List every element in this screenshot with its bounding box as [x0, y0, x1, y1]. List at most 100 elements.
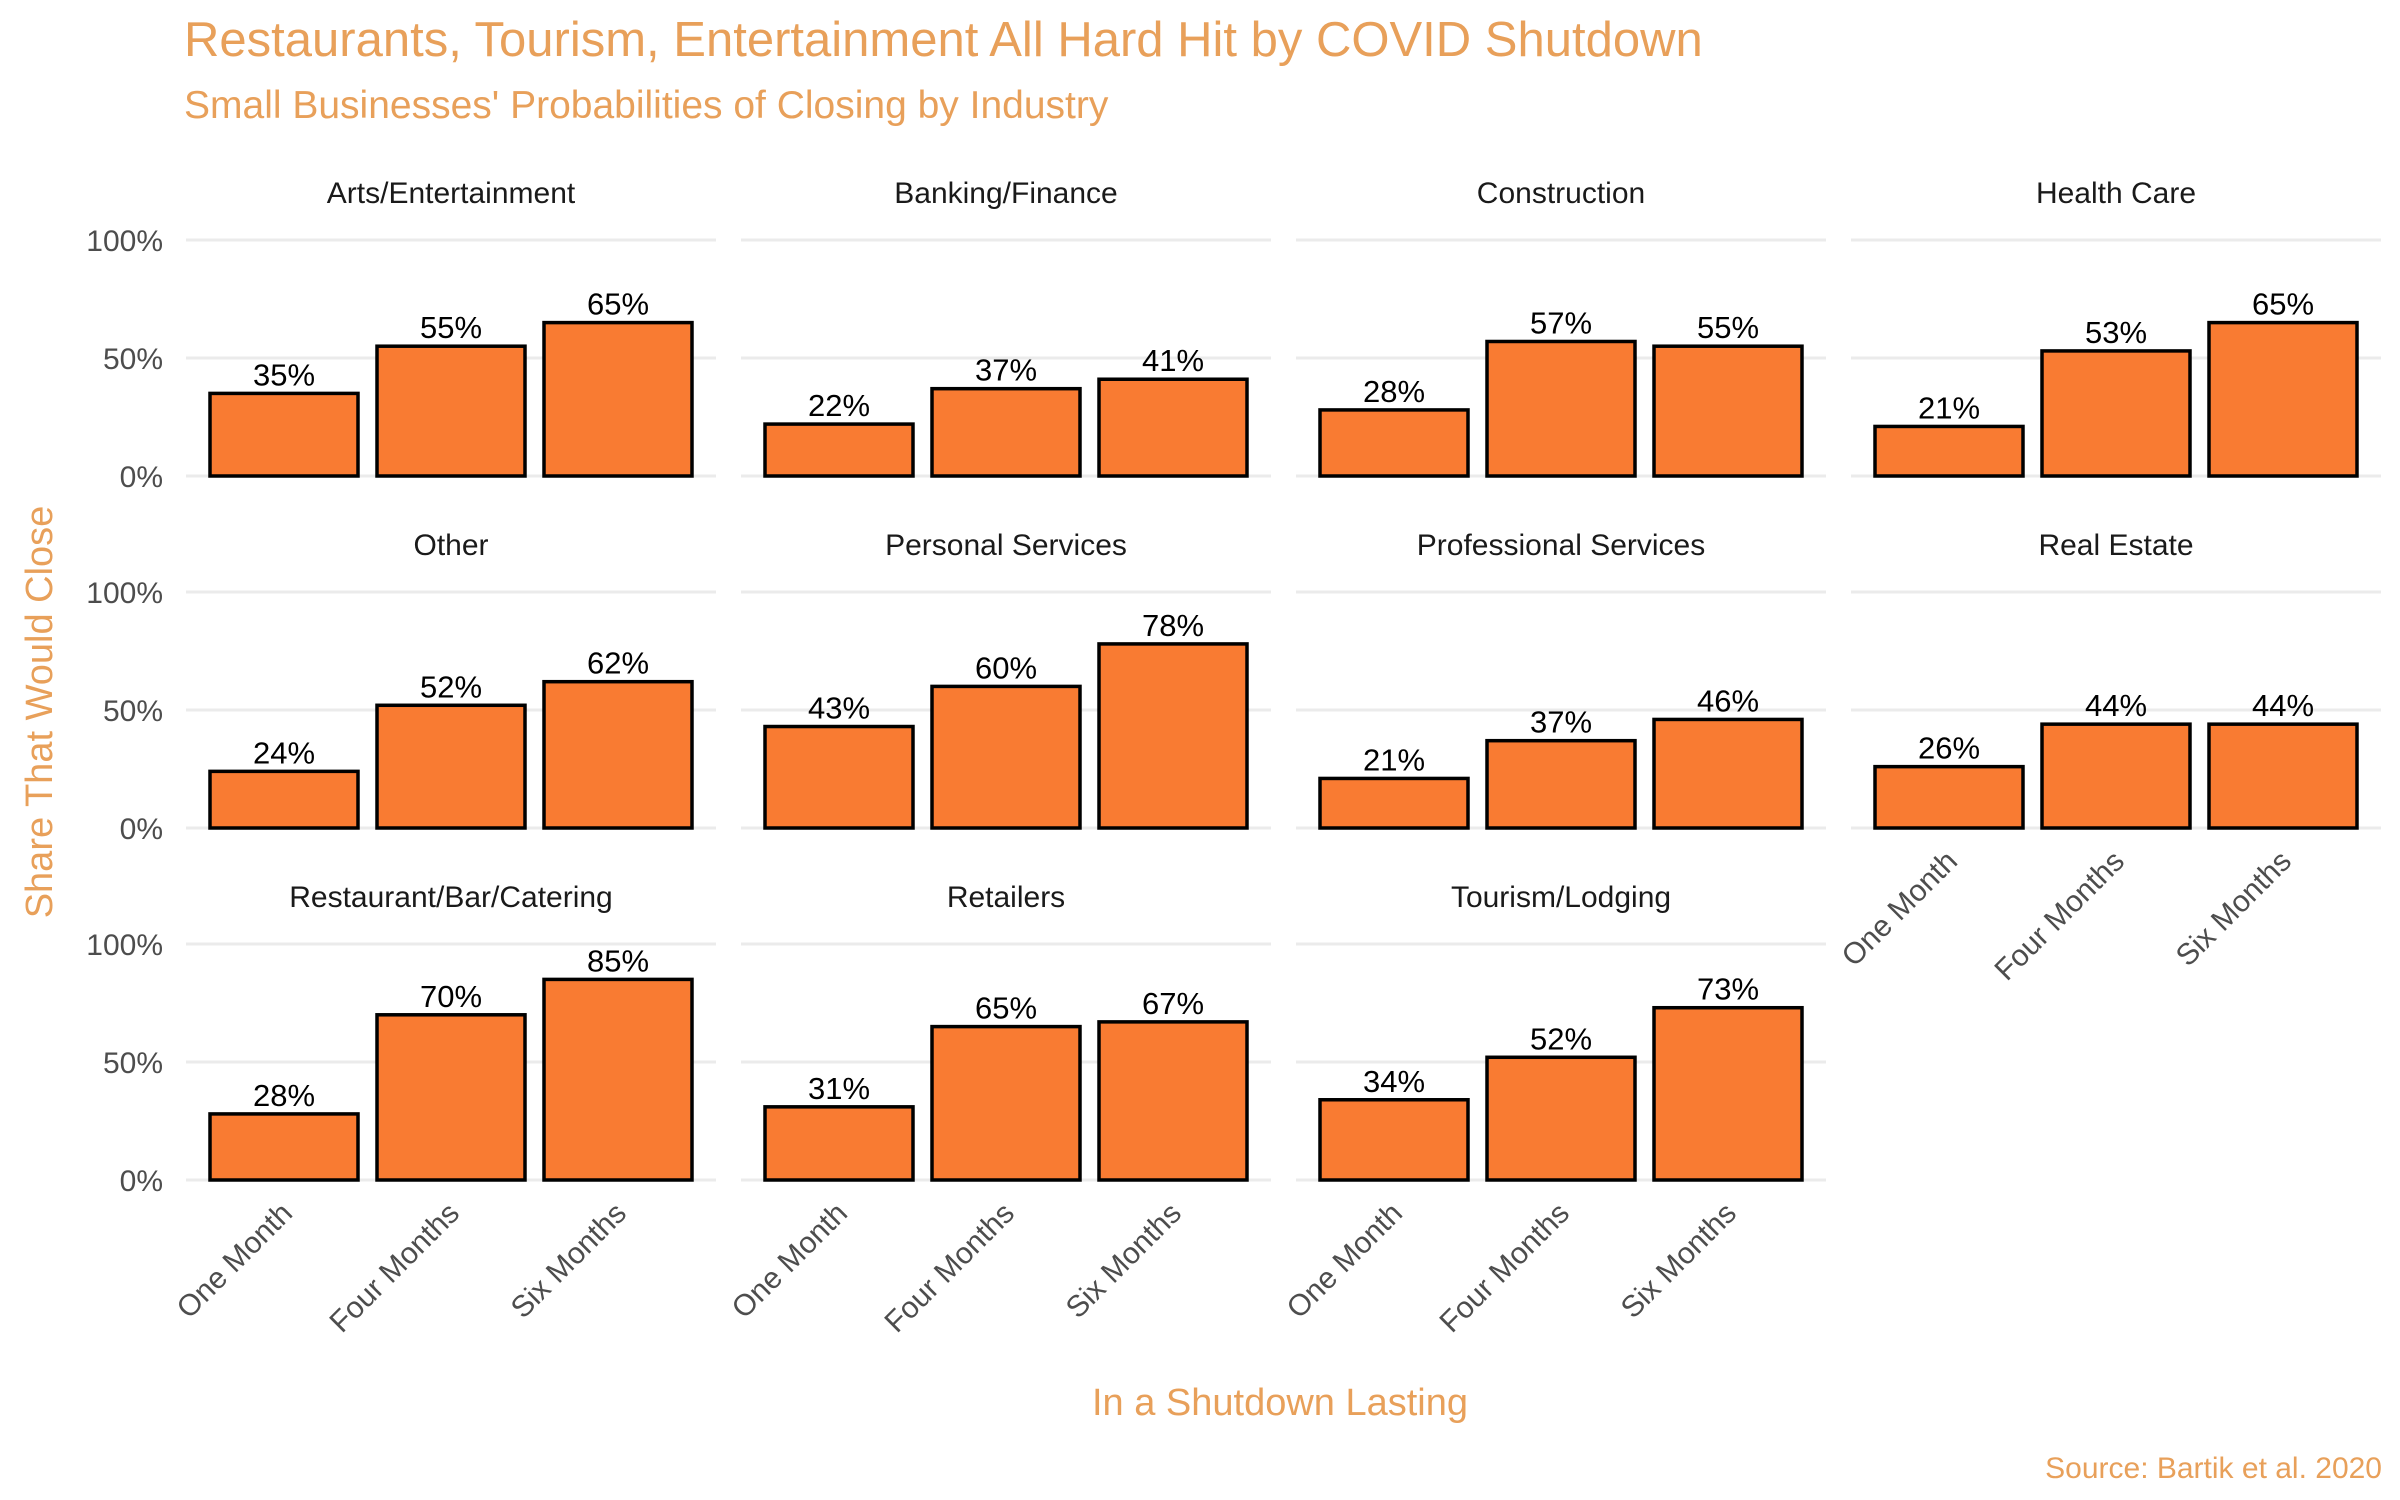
bar [1873, 764, 2025, 830]
facet-title: Personal Services [885, 529, 1127, 562]
x-tick-label: One Month [171, 1197, 299, 1325]
bar [2207, 722, 2359, 830]
bar [763, 724, 915, 830]
bar [542, 320, 694, 478]
bar [2040, 722, 2192, 830]
bar-value-label: 55% [1697, 310, 1759, 345]
bar-value-label: 31% [808, 1071, 870, 1106]
bar-value-label: 70% [420, 979, 482, 1014]
bar [2207, 320, 2359, 478]
bar-value-label: 37% [975, 353, 1037, 388]
facet-panel: Health Care 21% 53% 65% [1851, 177, 2381, 478]
facet-panel: Banking/Finance 22% 37% 41% [741, 177, 1271, 478]
bar [1318, 776, 1470, 830]
bar-value-label: 24% [253, 735, 315, 770]
y-tick-label: 100% [86, 929, 163, 962]
y-tick-label: 100% [86, 577, 163, 610]
bar [208, 391, 360, 478]
y-tick-label: 0% [120, 813, 163, 846]
bar [930, 684, 1082, 830]
chart-subtitle: Small Businesses' Probabilities of Closi… [184, 84, 1109, 127]
x-tick-label: Six Months [2170, 845, 2298, 973]
bar-value-label: 43% [808, 691, 870, 726]
bar [375, 1013, 527, 1182]
x-tick-label: Four Months [324, 1197, 466, 1339]
facet-title: Other [413, 529, 488, 562]
facet-panel: Retailers 31% 65% 67% One Month Four Months Si… [726, 881, 1271, 1339]
bar-value-label: 21% [1918, 390, 1980, 425]
y-tick-label: 50% [103, 343, 163, 376]
bar-value-label: 52% [420, 669, 482, 704]
x-tick-label: One Month [1281, 1197, 1409, 1325]
bar-value-label: 34% [1363, 1064, 1425, 1099]
bar-value-label: 46% [1697, 683, 1759, 718]
bar-value-label: 78% [1142, 608, 1204, 643]
chart-title: Restaurants, Tourism, Entertainment All … [184, 13, 1703, 67]
bar [1097, 1020, 1249, 1182]
x-axis-title: In a Shutdown Lasting [1092, 1382, 1468, 1424]
bar-value-label: 85% [587, 943, 649, 978]
bar [208, 769, 360, 830]
facet-title: Arts/Entertainment [327, 177, 576, 210]
x-tick-label: One Month [726, 1197, 854, 1325]
facet-panel: Tourism/Lodging 34% 52% 73% One Month Four Mo… [1281, 881, 1826, 1339]
bar [375, 703, 527, 830]
bar [1652, 344, 1804, 478]
chart-panels: 0% 50% 100% Arts/Entertainment 35% 55% 65% Bank… [86, 177, 2381, 1339]
bar-value-label: 55% [420, 310, 482, 345]
y-tick-label: 0% [120, 1165, 163, 1198]
bar [1097, 377, 1249, 478]
x-tick-label: Six Months [1615, 1197, 1743, 1325]
y-tick-label: 0% [120, 461, 163, 494]
x-tick-label: One Month [1836, 845, 1964, 973]
source-caption: Source: Bartik et al. 2020 [2045, 1452, 2382, 1485]
facet-panel: Professional Services 21% 37% 46% [1296, 529, 1826, 830]
facet-title: Banking/Finance [894, 177, 1117, 210]
facet-panel: Construction 28% 57% 55% [1296, 177, 1826, 478]
bar [375, 344, 527, 478]
bar [1485, 738, 1637, 830]
facet-panel: 0% 50% 100% Arts/Entertainment 35% 55% 65% [86, 177, 716, 494]
bar-value-label: 65% [2252, 287, 2314, 322]
bar-value-label: 57% [1530, 305, 1592, 340]
facet-title: Restaurant/Bar/Catering [289, 881, 613, 914]
facet-title: Real Estate [2038, 529, 2193, 562]
bar-value-label: 21% [1363, 742, 1425, 777]
facet-title: Retailers [947, 881, 1065, 914]
bar-value-label: 65% [587, 287, 649, 322]
facet-title: Health Care [2036, 177, 2196, 210]
bar-value-label: 35% [253, 357, 315, 392]
bar [1097, 642, 1249, 830]
bar [208, 1112, 360, 1182]
bar-value-label: 28% [253, 1078, 315, 1113]
bar-value-label: 26% [1918, 731, 1980, 766]
y-axis-title: Share That Would Close [19, 506, 61, 919]
bar [763, 1105, 915, 1182]
bar-value-label: 73% [1697, 972, 1759, 1007]
bar [542, 679, 694, 830]
y-tick-label: 50% [103, 695, 163, 728]
bar-value-label: 60% [975, 650, 1037, 685]
facet-panel: Personal Services 43% 60% 78% [741, 529, 1271, 830]
bar-value-label: 37% [1530, 705, 1592, 740]
bar [930, 386, 1082, 478]
bar [1318, 1098, 1470, 1182]
y-tick-label: 50% [103, 1047, 163, 1080]
bar-value-label: 67% [1142, 986, 1204, 1021]
bar [1652, 1005, 1804, 1182]
bar [1485, 1055, 1637, 1182]
bar [2040, 349, 2192, 478]
facet-panel: 0% 50% 100% Restaurant/Bar/Catering 28% 70% 85… [86, 881, 716, 1339]
x-tick-label: Six Months [1060, 1197, 1188, 1325]
x-tick-label: Four Months [879, 1197, 1021, 1339]
bar-value-label: 22% [808, 388, 870, 423]
bar-value-label: 65% [975, 991, 1037, 1026]
facet-panel: Real Estate 26% 44% 44% One Month Four Months… [1836, 529, 2381, 987]
bar [1485, 339, 1637, 478]
facet-title: Professional Services [1417, 529, 1705, 562]
bar [1873, 424, 2025, 478]
facet-panel: 0% 50% 100% Other 24% 52% 62% [86, 529, 716, 846]
bar [930, 1024, 1082, 1182]
bar [1318, 408, 1470, 478]
